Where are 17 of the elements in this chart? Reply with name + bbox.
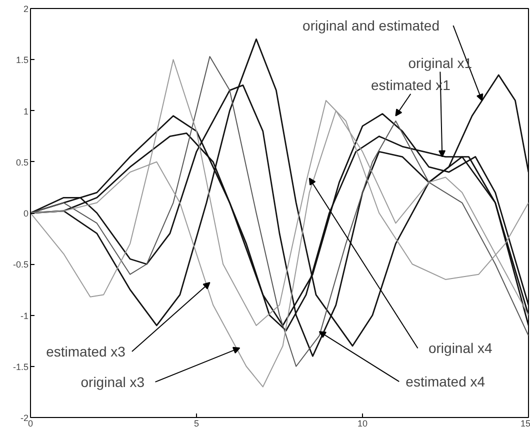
annotation: estimated x4 [406,374,486,390]
x-tick-label: 15 [520,418,530,428]
annotation: estimated x3 [46,344,126,360]
x-tick-label: 10 [357,418,368,428]
y-tick-label: 1.5 [16,55,29,66]
y-tick-label: 2 [23,4,29,14]
annotation: original and estimated [302,18,440,34]
annotation: original x3 [80,374,145,390]
y-tick-label: 1 [23,106,29,116]
y-tick-label: -1.5 [12,362,29,372]
y-tick-label: -0.5 [12,260,29,270]
y-tick-label: -1 [20,310,29,321]
y-tick-label: 0.5 [16,157,29,168]
x-tick-label: 5 [194,418,200,428]
y-tick-label: 0 [23,208,29,218]
y-tick-label: -2 [20,413,29,423]
annotation: original x4 [428,340,492,356]
